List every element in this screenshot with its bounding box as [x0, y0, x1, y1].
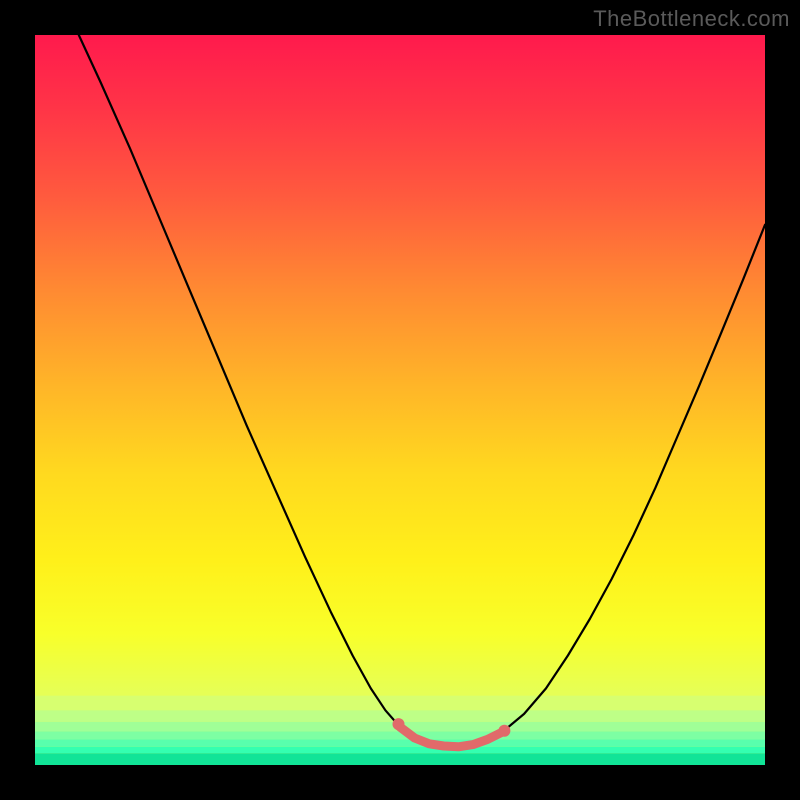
bottleneck-chart: [0, 0, 800, 800]
watermark-text: TheBottleneck.com: [593, 6, 790, 32]
chart-container: TheBottleneck.com: [0, 0, 800, 800]
optimal-range-endpoint: [393, 718, 405, 730]
optimal-range-endpoint: [498, 725, 510, 737]
